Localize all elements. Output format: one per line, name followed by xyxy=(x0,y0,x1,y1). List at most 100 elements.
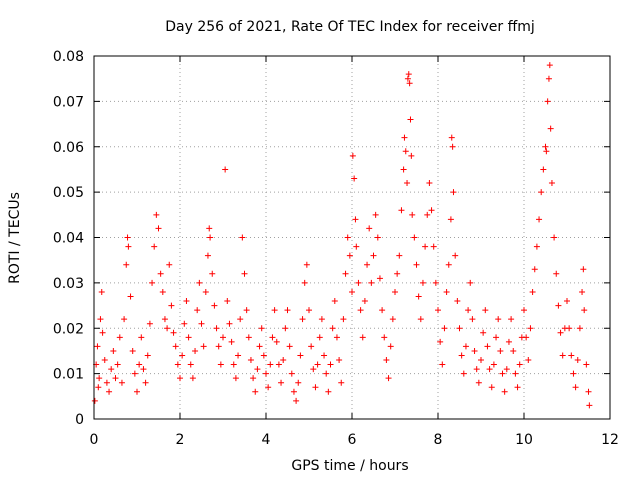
data-point xyxy=(338,379,345,386)
data-point xyxy=(206,225,213,232)
data-point xyxy=(404,75,411,82)
data-point xyxy=(138,334,145,341)
data-point xyxy=(566,325,573,332)
data-point xyxy=(462,343,469,350)
data-point xyxy=(559,352,566,359)
data-point xyxy=(486,366,493,373)
data-point xyxy=(288,370,295,377)
data-point xyxy=(581,307,588,314)
data-point xyxy=(174,361,181,368)
data-point xyxy=(501,388,508,395)
data-point xyxy=(321,352,328,359)
data-point xyxy=(389,316,396,323)
data-point xyxy=(351,175,358,182)
data-point xyxy=(336,357,343,364)
data-point xyxy=(536,216,543,223)
data-point xyxy=(146,320,153,327)
data-point xyxy=(239,234,246,241)
data-point xyxy=(538,189,545,196)
data-point xyxy=(443,288,450,295)
data-point xyxy=(177,375,183,382)
data-point xyxy=(387,343,394,350)
y-tick-label: 0 xyxy=(75,412,84,428)
data-point xyxy=(340,316,347,323)
data-point xyxy=(263,370,269,377)
data-point xyxy=(185,334,192,341)
x-axis-title: GPS time / hours xyxy=(291,458,408,474)
data-point xyxy=(202,288,209,295)
data-point xyxy=(204,252,211,259)
data-point xyxy=(314,361,321,368)
data-point xyxy=(574,357,581,364)
data-point xyxy=(187,361,194,368)
data-point xyxy=(91,397,98,404)
data-point xyxy=(142,379,149,386)
data-point xyxy=(220,334,226,341)
data-point xyxy=(256,343,263,350)
data-point xyxy=(413,261,420,268)
data-point xyxy=(333,334,340,341)
data-point xyxy=(103,379,110,386)
data-point xyxy=(286,343,293,350)
data-point xyxy=(164,325,171,332)
data-point xyxy=(512,370,519,377)
x-tick-label: 0 xyxy=(90,432,99,448)
data-point xyxy=(570,370,577,377)
data-point xyxy=(452,252,459,259)
data-point xyxy=(127,293,134,300)
data-point xyxy=(241,270,248,277)
data-point xyxy=(357,307,364,314)
y-tick-label: 0.01 xyxy=(53,367,84,383)
data-point xyxy=(342,270,349,277)
data-point xyxy=(355,279,362,286)
data-point xyxy=(265,384,272,391)
data-point xyxy=(224,298,231,305)
data-point xyxy=(411,234,418,241)
data-point xyxy=(467,279,474,286)
y-tick-label: 0.03 xyxy=(53,276,84,292)
data-point xyxy=(352,216,359,223)
data-point xyxy=(408,152,415,159)
data-point xyxy=(551,234,558,241)
data-point xyxy=(211,302,218,309)
data-point xyxy=(329,325,336,332)
data-point xyxy=(495,316,502,323)
data-point xyxy=(349,152,356,159)
data-point xyxy=(98,288,105,295)
data-point xyxy=(325,388,332,395)
data-point xyxy=(379,307,386,314)
data-point xyxy=(402,148,409,155)
data-point xyxy=(392,288,398,295)
data-point xyxy=(275,361,282,368)
data-point xyxy=(405,71,412,78)
data-point xyxy=(555,302,562,309)
data-point xyxy=(482,307,489,314)
data-point xyxy=(228,338,235,345)
data-point xyxy=(490,361,497,368)
data-point xyxy=(533,243,540,250)
data-point xyxy=(529,288,536,295)
data-point xyxy=(546,62,553,69)
data-point xyxy=(226,320,233,327)
data-point xyxy=(364,261,371,268)
data-point xyxy=(406,80,413,87)
data-point xyxy=(366,225,373,232)
data-point xyxy=(400,166,407,173)
data-point xyxy=(353,243,360,250)
data-point xyxy=(488,384,495,391)
data-point xyxy=(323,370,330,377)
data-point xyxy=(508,316,515,323)
data-point xyxy=(454,298,461,305)
data-point xyxy=(441,325,448,332)
data-point xyxy=(525,357,532,364)
data-point xyxy=(480,329,487,336)
data-point xyxy=(396,252,403,259)
y-tick-label: 0.06 xyxy=(53,140,84,156)
data-point xyxy=(235,352,242,359)
data-point xyxy=(370,252,377,259)
data-point xyxy=(447,216,454,223)
data-point xyxy=(217,361,224,368)
data-point xyxy=(435,307,441,314)
data-point xyxy=(179,352,186,359)
